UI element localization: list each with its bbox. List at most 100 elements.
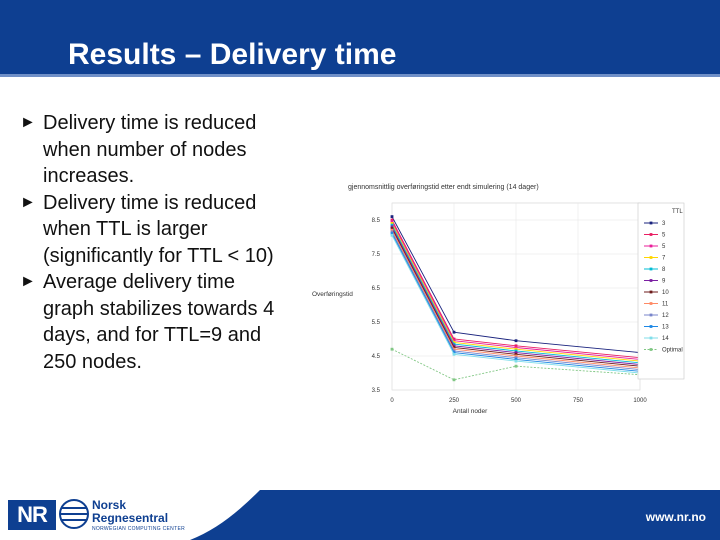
data-point xyxy=(390,215,394,218)
data-point xyxy=(514,356,518,360)
series-line xyxy=(391,224,641,364)
legend-marker xyxy=(649,325,653,328)
bullet-line: Delivery time is reduced xyxy=(43,112,257,134)
data-point xyxy=(514,351,518,354)
data-point xyxy=(390,223,394,227)
series-line xyxy=(391,229,641,369)
legend-marker xyxy=(649,313,653,317)
data-point xyxy=(390,218,394,222)
logo-name-line1: Norsk xyxy=(92,498,127,512)
data-point xyxy=(514,364,518,368)
globe-icon xyxy=(59,499,89,529)
bullet-line: Average delivery time xyxy=(43,271,235,293)
data-point xyxy=(390,232,394,235)
y-axis-label: Overføringstid xyxy=(312,291,353,298)
bullet-item: ► Delivery time is reduced when TTL is l… xyxy=(20,190,305,270)
data-point xyxy=(452,347,456,351)
x-axis-label: Antall noder xyxy=(453,408,489,415)
bullet-line: when TTL is larger xyxy=(43,218,208,240)
legend-label: 8 xyxy=(662,267,666,273)
data-point xyxy=(514,347,518,351)
y-tick-label: 5.5 xyxy=(372,320,381,326)
bullet-line: (significantly for TTL < 10) xyxy=(43,244,274,267)
bullet-line: graph stabilizes towards 4 xyxy=(43,297,275,320)
data-point xyxy=(452,351,456,354)
data-point xyxy=(390,222,394,225)
x-tick-label: 250 xyxy=(449,398,460,404)
chart-series xyxy=(390,215,642,382)
y-tick-label: 8.5 xyxy=(372,218,381,224)
x-tick-label: 0 xyxy=(390,398,394,404)
legend-label: 3 xyxy=(662,221,666,227)
legend-marker xyxy=(649,279,653,282)
bullet-arrow-icon: ► xyxy=(20,114,36,131)
legend-title: TTL xyxy=(672,209,683,215)
bullet-line: 250 nodes. xyxy=(43,350,142,373)
legend-marker xyxy=(649,302,653,305)
bullet-item: ► Average delivery time graph stabilizes… xyxy=(20,269,305,375)
data-point xyxy=(390,230,394,234)
footer-background xyxy=(190,490,720,540)
chart-canvas: gjennomsnittlig overføringstid etter end… xyxy=(312,184,685,415)
nr-logo: NR xyxy=(8,500,56,530)
chart-axes: 3.5 4.5 5.5 6.5 7.5 8.5 0 250 500 750 1000 xyxy=(372,218,648,404)
legend-marker xyxy=(649,256,653,259)
y-tick-label: 3.5 xyxy=(372,388,381,394)
series-line xyxy=(391,221,641,360)
data-point xyxy=(452,346,456,349)
chart-legend: 3 5 5 7 8 9 10 11 12 13 14 Optimal TTL xyxy=(637,202,685,380)
logo-name-line2: Regnesentral xyxy=(92,511,169,525)
legend-label: 10 xyxy=(662,290,669,296)
legend-label: 7 xyxy=(662,256,666,262)
x-tick-label: 750 xyxy=(573,398,584,404)
data-point xyxy=(452,344,456,348)
data-point xyxy=(390,220,394,224)
legend-marker xyxy=(649,348,653,351)
y-tick-label: 6.5 xyxy=(372,286,381,292)
series-line xyxy=(391,235,641,374)
series-line xyxy=(391,223,641,362)
data-point xyxy=(452,337,456,341)
data-point xyxy=(390,233,394,237)
bullet-line: Delivery time is reduced xyxy=(43,191,257,214)
header-divider xyxy=(0,74,720,77)
legend-label: 14 xyxy=(662,336,669,342)
data-point xyxy=(390,347,394,351)
legend-label: 5 xyxy=(662,244,666,250)
bullet-line: days, and for TTL=9 and xyxy=(43,324,262,346)
series-line xyxy=(391,228,641,367)
legend-label: 13 xyxy=(662,325,669,331)
y-tick-label: 7.5 xyxy=(372,252,381,258)
legend-label: 5 xyxy=(662,233,666,239)
legend-marker xyxy=(649,221,653,225)
slide-title: Results – Delivery time xyxy=(68,38,397,71)
data-point xyxy=(452,378,456,382)
legend-label: 12 xyxy=(662,313,669,319)
chart-title: gjennomsnittlig overføringstid etter end… xyxy=(348,184,539,191)
data-point xyxy=(514,346,518,349)
bullet-line: increases. xyxy=(43,165,135,187)
bullet-arrow-icon: ► xyxy=(20,273,36,290)
y-tick-label: 4.5 xyxy=(372,354,381,360)
legend-marker xyxy=(649,267,653,271)
bullet-arrow-icon: ► xyxy=(20,193,36,211)
data-point xyxy=(390,228,394,232)
legend-label: 11 xyxy=(662,302,669,308)
x-tick-label: 500 xyxy=(511,398,522,404)
legend-marker xyxy=(649,233,653,236)
data-point xyxy=(514,354,518,358)
bullet-line: when number of nodes xyxy=(43,138,247,161)
footer: NR Norsk Regnesentral NORWEGIAN COMPUTIN… xyxy=(0,490,720,540)
data-point xyxy=(514,358,518,361)
legend-label: 9 xyxy=(662,279,666,285)
website-link[interactable]: www.nr.no xyxy=(645,510,706,524)
series-line xyxy=(391,226,641,365)
delivery-time-chart: gjennomsnittlig overføringstid etter end… xyxy=(300,175,692,427)
series-line xyxy=(391,231,641,371)
data-point xyxy=(390,225,394,229)
legend-marker xyxy=(649,244,653,248)
data-point xyxy=(514,339,518,343)
bullet-list: ► Delivery time is reduced when number o… xyxy=(20,110,305,375)
data-point xyxy=(452,339,456,343)
series-line xyxy=(391,233,641,372)
